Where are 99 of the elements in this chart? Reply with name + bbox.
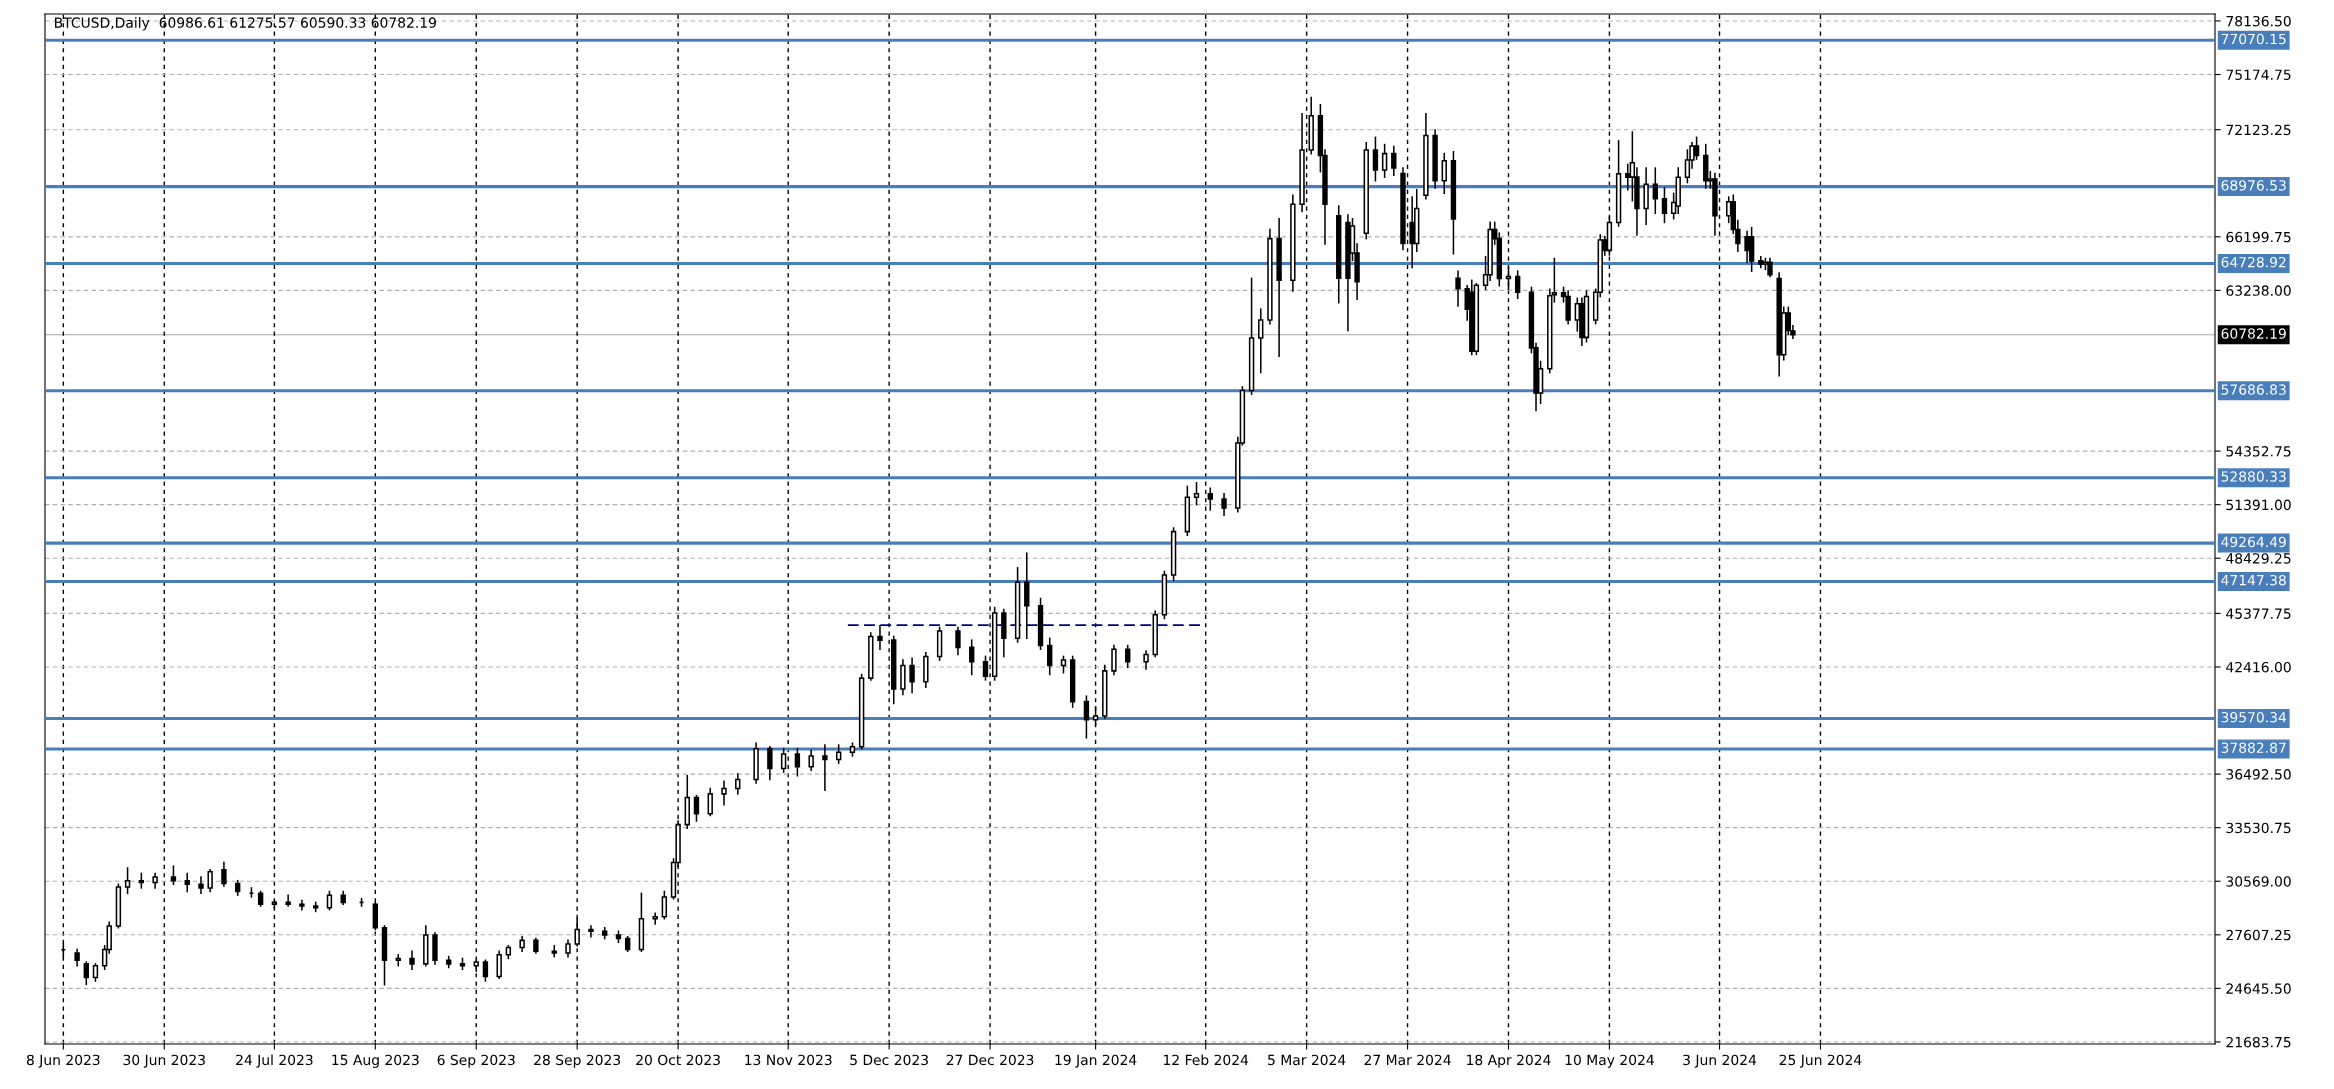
x-tick-label: 24 Jul 2023 [236, 1054, 313, 1068]
candlestick [1193, 482, 1200, 506]
y-tick-label: 78136.50 [2226, 15, 2291, 27]
candlestick [1258, 308, 1264, 374]
candlestick [909, 657, 915, 694]
x-tick-label: 12 Feb 2024 [1164, 1054, 1249, 1066]
candlestick [1221, 492, 1227, 517]
x-tick-label: 27 Dec 2023 [946, 1054, 1034, 1066]
candlestick [496, 950, 502, 980]
x-tick-label: 15 Aug 2023 [332, 1054, 419, 1068]
x-tick-label: 6 Sep 2023 [437, 1054, 515, 1068]
candlestick [551, 945, 557, 958]
ref-line-label: 68976.53 [2221, 180, 2286, 191]
x-tick-label: 5 Dec 2023 [850, 1054, 928, 1066]
x-tick-label: 30 Jun 2023 [123, 1054, 205, 1068]
ref-line-label: 37882.87 [2221, 742, 2286, 753]
candlestick [588, 925, 594, 938]
candlestick [1372, 136, 1379, 182]
y-tick-label: 72123.25 [2226, 124, 2291, 136]
candlestick [1381, 143, 1388, 178]
candlestick [1693, 136, 1700, 160]
candlestick [707, 787, 713, 817]
candlestick [184, 872, 190, 893]
y-tick-label: 45377.75 [2226, 608, 2291, 619]
candlestick [221, 861, 227, 887]
x-tick-label: 3 Jun 2024 [1683, 1054, 1757, 1068]
candlestick [1514, 270, 1521, 300]
candlestick [198, 876, 204, 895]
candlestick [1625, 163, 1631, 191]
candlestick [1661, 187, 1668, 224]
candlestick [1455, 270, 1461, 307]
candlestick [969, 639, 975, 676]
candlestick [1125, 644, 1131, 669]
x-tick-label: 10 May 2024 [1565, 1054, 1654, 1068]
x-tick-label: 8 Jun 2023 [26, 1054, 100, 1068]
candlestick [735, 773, 741, 795]
candlestick [1047, 637, 1053, 676]
candlestick [1024, 552, 1030, 640]
y-tick-label: 30569.00 [2226, 876, 2291, 887]
y-tick-label: 54352.75 [2226, 446, 2291, 457]
candlestick [877, 624, 883, 650]
x-tick-label: 27 Mar 2024 [1364, 1054, 1451, 1066]
ref-line-label: 64728.92 [2221, 256, 2286, 268]
candlestick [207, 869, 213, 893]
y-tick-label: 24645.50 [2226, 983, 2291, 994]
candlestick [1391, 145, 1397, 177]
y-tick-label: 66199.75 [2226, 231, 2291, 243]
y-tick-label: 33530.75 [2226, 822, 2291, 834]
y-tick-label: 51391.00 [2226, 499, 2291, 511]
candlestick [652, 912, 658, 925]
candlestick [661, 890, 668, 920]
candlestick [326, 890, 333, 911]
candlestick [83, 961, 89, 986]
candlestick [1083, 695, 1090, 739]
x-tick-label: 13 Nov 2023 [745, 1054, 832, 1066]
ref-line-label: 77070.15 [2221, 33, 2286, 45]
candlestick [170, 865, 177, 886]
candlestick [1565, 290, 1571, 325]
candlestick [780, 747, 787, 773]
x-tick-label: 18 Apr 2024 [1467, 1054, 1551, 1068]
candlestick [1207, 487, 1213, 511]
x-tick-label: 28 Sep 2023 [534, 1054, 621, 1068]
candlestick [395, 954, 401, 967]
ref-line-label: 47147.38 [2221, 574, 2286, 586]
candlestick [482, 959, 489, 982]
ref-line-label: 49264.49 [2221, 536, 2286, 548]
candlestick [955, 626, 961, 656]
ref-line-label: 60782.19 [2221, 328, 2286, 339]
candlestick [124, 867, 131, 895]
x-tick-label: 5 Mar 2024 [1268, 1054, 1346, 1066]
candlestick [822, 744, 828, 792]
candlestick [721, 780, 727, 806]
y-tick-label: 63238.00 [2226, 285, 2291, 296]
candlestick [1143, 650, 1149, 670]
candlestick [1744, 230, 1750, 263]
candlestick [1111, 644, 1117, 676]
candlestick [409, 950, 415, 971]
candlestick [900, 659, 906, 696]
x-tick-label: 19 Jan 2024 [1055, 1054, 1137, 1068]
candlestick [693, 794, 700, 822]
x-tick-label: 25 Jun 2024 [1779, 1054, 1862, 1068]
y-tick-label: 27607.25 [2226, 929, 2291, 941]
candlestick [1441, 152, 1447, 195]
y-tick-label: 21683.75 [2226, 1036, 2291, 1048]
candlestick [285, 894, 291, 907]
y-tick-label: 48429.25 [2226, 553, 2291, 564]
ref-line-label: 39570.34 [2221, 711, 2287, 723]
chart-title: BTCUSD,Daily 60986.61 61275.57 60590.33 60782.19 [55, 17, 436, 31]
ref-line-label: 57686.83 [2221, 384, 2286, 395]
candlestick [794, 747, 801, 777]
x-tick-label: 20 Oct 2023 [636, 1054, 720, 1066]
y-tick-label: 75174.75 [2226, 69, 2291, 80]
ref-line-label: 52880.33 [2221, 471, 2286, 482]
candlestick [767, 746, 773, 781]
y-tick-label: 36492.50 [2226, 769, 2291, 780]
candlestick [808, 749, 814, 772]
candlestick [1652, 167, 1658, 215]
y-tick-label: 42416.00 [2226, 661, 2291, 673]
candlestick [1767, 257, 1773, 278]
